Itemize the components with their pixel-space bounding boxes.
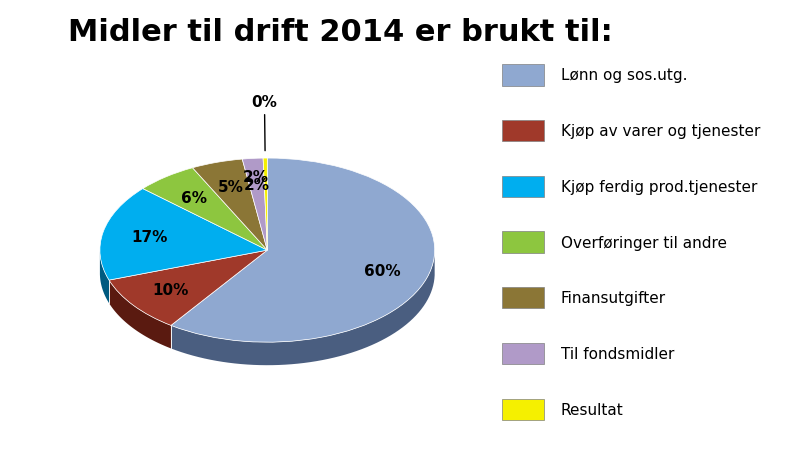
Text: 5%: 5% xyxy=(218,180,244,195)
Text: Kjøp ferdig prod.tjenester: Kjøp ferdig prod.tjenester xyxy=(561,179,757,194)
Text: Lønn og sos.utg.: Lønn og sos.utg. xyxy=(561,68,687,83)
Wedge shape xyxy=(143,168,267,251)
FancyBboxPatch shape xyxy=(502,121,544,142)
FancyBboxPatch shape xyxy=(502,399,544,420)
Wedge shape xyxy=(171,159,435,342)
Text: Finansutgifter: Finansutgifter xyxy=(561,290,666,306)
Text: Overføringer til andre: Overføringer til andre xyxy=(561,235,727,250)
Wedge shape xyxy=(100,189,267,281)
Text: Resultat: Resultat xyxy=(561,402,623,417)
Wedge shape xyxy=(242,159,267,251)
FancyBboxPatch shape xyxy=(502,343,544,364)
Text: 0%: 0% xyxy=(252,95,277,152)
Text: 6%: 6% xyxy=(181,190,207,205)
Text: 10%: 10% xyxy=(153,283,190,298)
FancyBboxPatch shape xyxy=(502,65,544,86)
FancyBboxPatch shape xyxy=(502,288,544,308)
Text: Kjøp av varer og tjenester: Kjøp av varer og tjenester xyxy=(561,124,760,139)
FancyBboxPatch shape xyxy=(502,176,544,198)
Text: 2%: 2% xyxy=(244,177,270,192)
Text: 60%: 60% xyxy=(364,263,400,278)
Text: 2%: 2% xyxy=(242,170,269,185)
Wedge shape xyxy=(263,159,267,251)
Wedge shape xyxy=(193,160,267,251)
Text: Midler til drift 2014 er brukt til:: Midler til drift 2014 er brukt til: xyxy=(68,18,612,47)
FancyBboxPatch shape xyxy=(502,232,544,253)
Wedge shape xyxy=(109,251,267,326)
Polygon shape xyxy=(171,253,435,365)
Text: 17%: 17% xyxy=(131,230,168,245)
Polygon shape xyxy=(109,281,171,349)
Polygon shape xyxy=(100,251,109,304)
Text: Til fondsmidler: Til fondsmidler xyxy=(561,346,674,361)
